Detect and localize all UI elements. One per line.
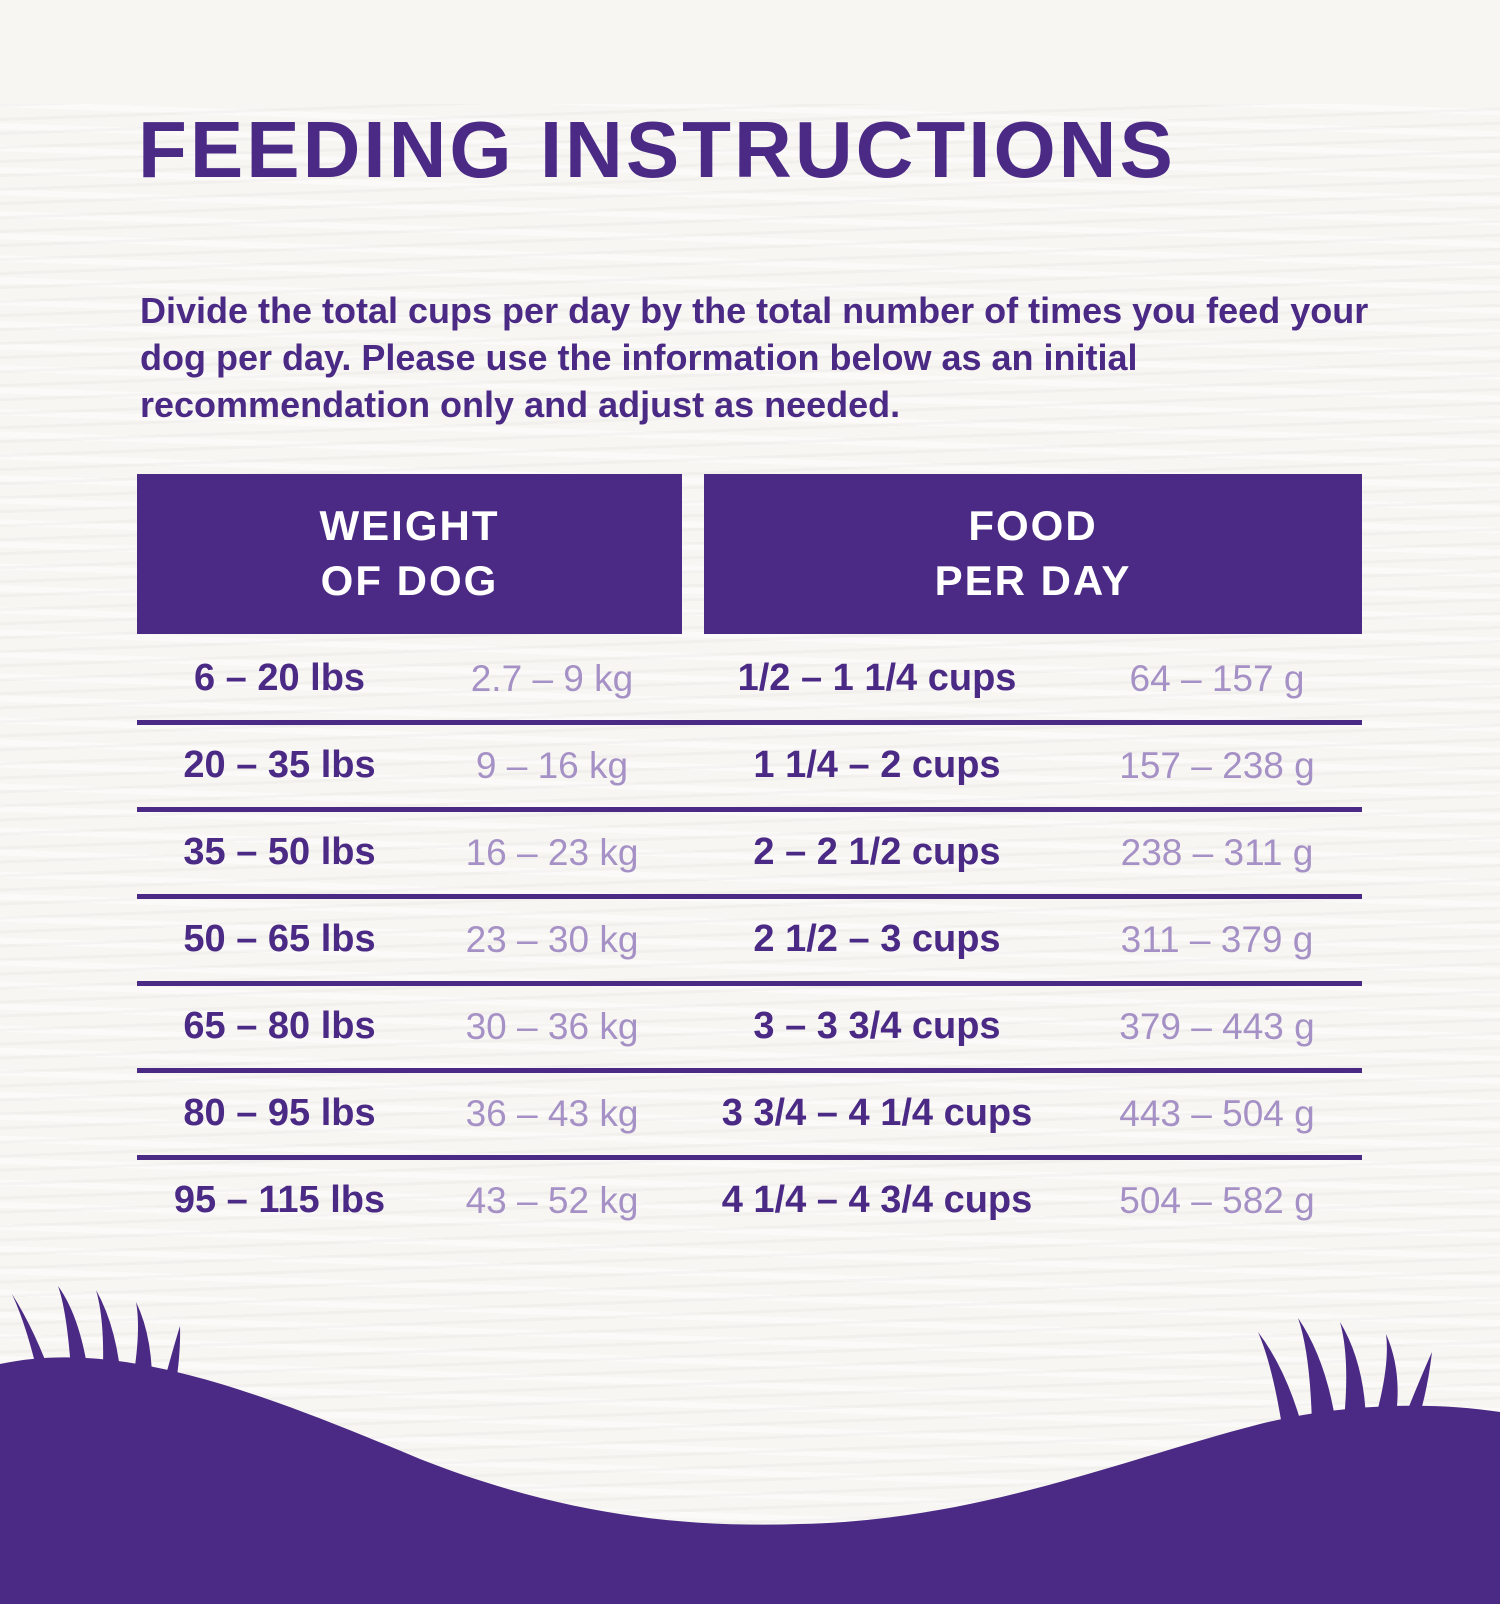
feeding-table: WEIGHT OF DOG FOOD PER DAY 6 – 20 lbs 2.… (137, 474, 1362, 1241)
table-row: 6 – 20 lbs 2.7 – 9 kg 1/2 – 1 1/4 cups 6… (137, 638, 1362, 720)
table-row: 65 – 80 lbs 30 – 36 kg 3 – 3 3/4 cups 37… (137, 980, 1362, 1068)
table-body: 6 – 20 lbs 2.7 – 9 kg 1/2 – 1 1/4 cups 6… (137, 638, 1362, 1242)
food-cups: 2 1/2 – 3 cups (753, 918, 1001, 961)
food-cups: 3 – 3 3/4 cups (753, 1005, 1001, 1048)
grass-blade-icon (1406, 1352, 1432, 1414)
header-food-per-day: FOOD PER DAY (704, 474, 1362, 634)
header-weight-of-dog: WEIGHT OF DOG (137, 474, 682, 634)
weight-kg: 16 – 23 kg (465, 831, 639, 873)
table-row: 95 – 115 lbs 43 – 52 kg 4 1/4 – 4 3/4 cu… (137, 1154, 1362, 1242)
header-weight-line2: OF DOG (320, 556, 499, 604)
weight-kg: 36 – 43 kg (465, 1092, 639, 1134)
hill-shape (0, 1357, 1500, 1604)
weight-kg: 9 – 16 kg (475, 744, 629, 786)
grass-blade-icon (158, 1326, 181, 1404)
header-food-line2: PER DAY (934, 556, 1132, 604)
food-grams: 379 – 443 g (1119, 1005, 1315, 1047)
food-cups: 1 1/4 – 2 cups (753, 744, 1001, 787)
food-cups: 3 3/4 – 4 1/4 cups (721, 1092, 1033, 1135)
food-cups: 4 1/4 – 4 3/4 cups (721, 1179, 1033, 1222)
grass-blade-icon (130, 1302, 153, 1396)
grass-blade-icon (1340, 1322, 1366, 1420)
food-grams: 311 – 379 g (1120, 918, 1314, 960)
food-grams: 504 – 582 g (1119, 1179, 1315, 1221)
header-weight-line1: WEIGHT (319, 502, 500, 550)
weight-kg: 30 – 36 kg (465, 1005, 639, 1047)
weight-kg: 23 – 30 kg (465, 918, 639, 960)
weight-lbs: 80 – 95 lbs (183, 1092, 376, 1135)
table-row: 35 – 50 lbs 16 – 23 kg 2 – 2 1/2 cups 23… (137, 806, 1362, 894)
grass-blade-icon (1376, 1334, 1398, 1416)
weight-lbs: 35 – 50 lbs (183, 831, 376, 874)
food-grams: 443 – 504 g (1119, 1092, 1315, 1134)
grass-blade-icon (1298, 1318, 1336, 1424)
header-food-line1: FOOD (968, 502, 1098, 550)
food-grams: 157 – 238 g (1119, 744, 1315, 786)
weight-kg: 2.7 – 9 kg (470, 657, 634, 699)
food-grams: 238 – 311 g (1120, 831, 1314, 873)
grass-blade-icon (12, 1294, 54, 1384)
weight-kg: 43 – 52 kg (465, 1179, 639, 1221)
table-row: 20 – 35 lbs 9 – 16 kg 1 1/4 – 2 cups 157… (137, 719, 1362, 807)
table-row: 50 – 65 lbs 23 – 30 kg 2 1/2 – 3 cups 31… (137, 893, 1362, 981)
grass-blade-icon (58, 1286, 90, 1386)
weight-lbs: 6 – 20 lbs (193, 657, 366, 700)
page-title: FEEDING INSTRUCTIONS (138, 105, 1176, 194)
feeding-instructions-panel: FEEDING INSTRUCTIONS Divide the total cu… (0, 104, 1500, 1242)
intro-text: Divide the total cups per day by the tot… (140, 290, 1369, 425)
food-cups: 2 – 2 1/2 cups (753, 831, 1001, 874)
food-grams: 64 – 157 g (1129, 657, 1305, 699)
weight-lbs: 95 – 115 lbs (173, 1179, 386, 1222)
grass-blade-icon (1258, 1332, 1302, 1426)
weight-lbs: 65 – 80 lbs (183, 1005, 376, 1048)
food-cups: 1/2 – 1 1/4 cups (737, 657, 1017, 700)
table-row: 80 – 95 lbs 36 – 43 kg 3 3/4 – 4 1/4 cup… (137, 1067, 1362, 1155)
grass-hill-silhouette (0, 1286, 1500, 1604)
table-header-row: WEIGHT OF DOG FOOD PER DAY (137, 474, 1362, 634)
weight-lbs: 50 – 65 lbs (183, 918, 376, 961)
weight-lbs: 20 – 35 lbs (183, 744, 376, 787)
grass-blade-icon (96, 1290, 122, 1390)
